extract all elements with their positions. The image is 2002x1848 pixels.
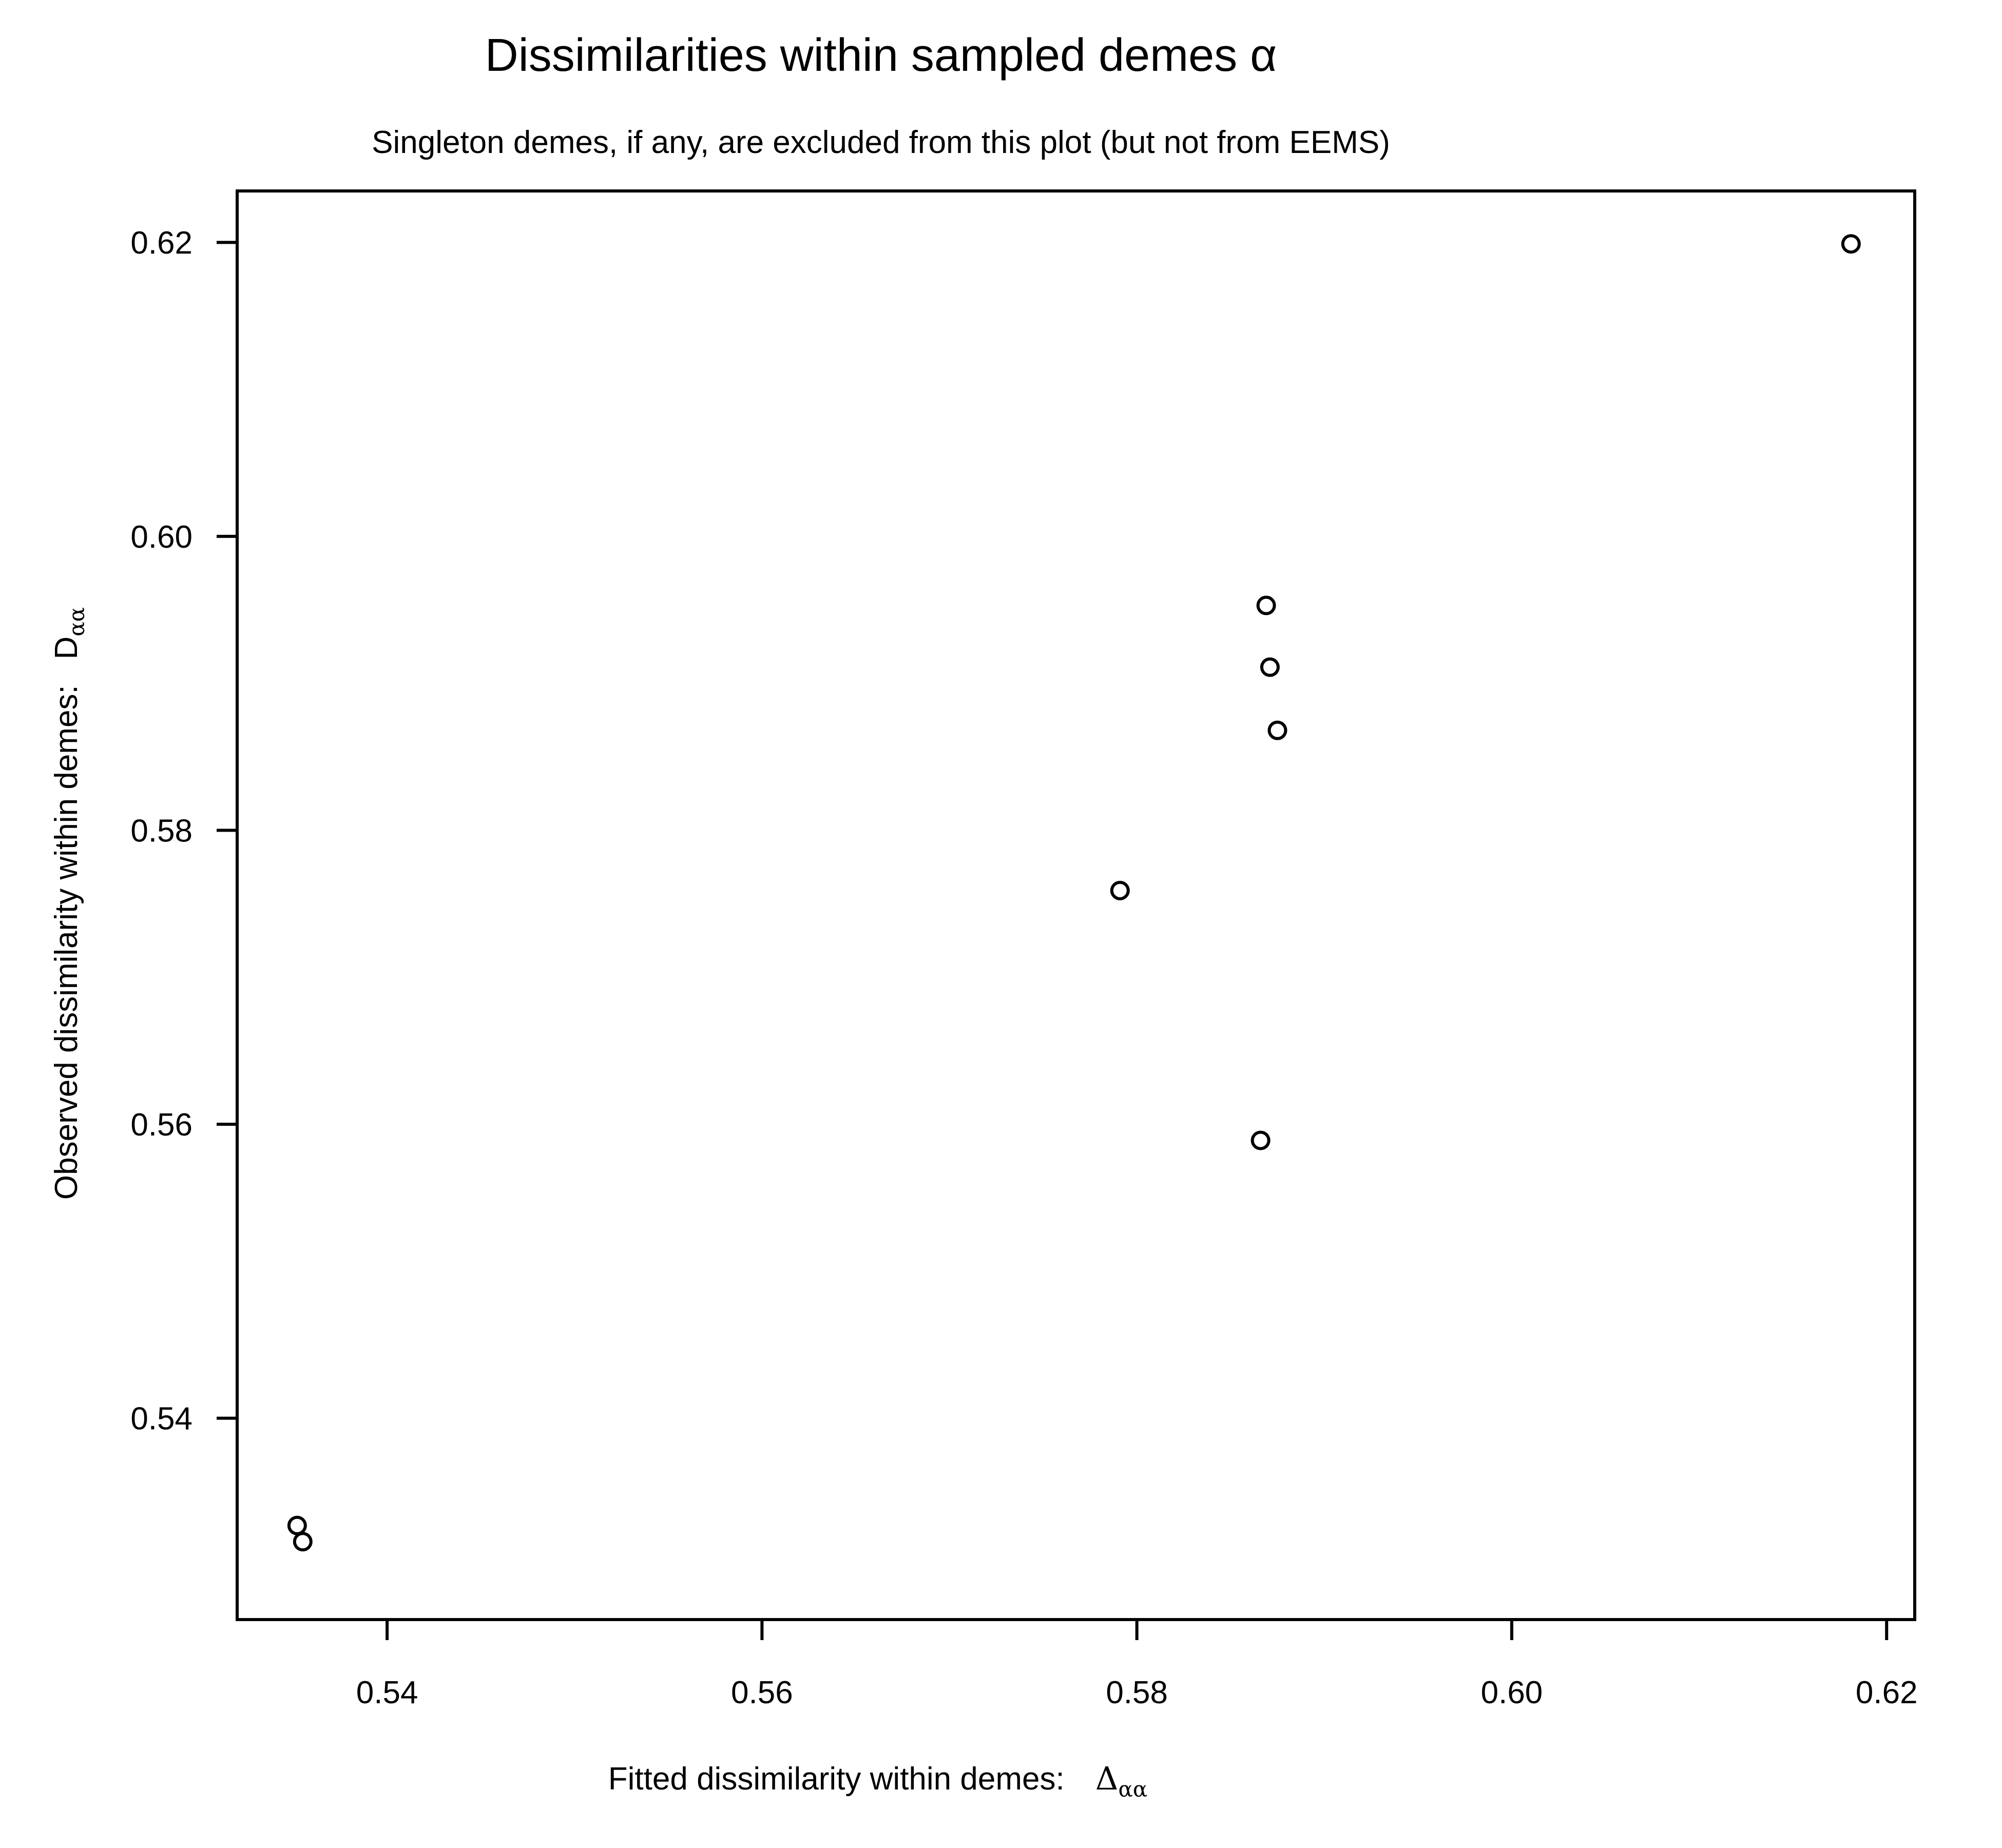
x-tick-label: 0.62 bbox=[1856, 1675, 1918, 1710]
y-tick-label: 0.54 bbox=[130, 1401, 192, 1437]
x-axis-label-subscript: αα bbox=[1118, 1777, 1147, 1802]
data-point bbox=[1256, 595, 1276, 615]
data-point bbox=[1841, 234, 1861, 254]
chart-title: Dissimilarities within sampled demes α bbox=[485, 30, 1277, 81]
chart-subtitle: Singleton demes, if any, are excluded fr… bbox=[372, 125, 1390, 160]
x-axis-label-text: Fitted dissimilarity within demes: bbox=[608, 1761, 1065, 1797]
x-tick-label: 0.60 bbox=[1481, 1675, 1543, 1710]
x-axis-label: Fitted dissimilarity within demes: Δαα bbox=[608, 1760, 1147, 1802]
y-tick-label: 0.56 bbox=[130, 1107, 192, 1143]
y-axis-label: Observed dissimilarity within demes: Dαα bbox=[49, 607, 89, 1200]
data-point bbox=[1110, 880, 1130, 900]
y-axis: 0.54 0.56 0.58 0.60 0.62 bbox=[130, 225, 239, 1437]
x-tick-label: 0.54 bbox=[356, 1675, 418, 1710]
y-axis-label-text: Observed dissimilarity within demes: bbox=[49, 685, 84, 1200]
data-points bbox=[287, 234, 1861, 1552]
x-tick-label: 0.56 bbox=[731, 1675, 793, 1710]
plot-frame bbox=[236, 189, 1916, 1621]
y-tick-label: 0.62 bbox=[130, 225, 192, 261]
data-point bbox=[1267, 720, 1287, 740]
x-tick-label: 0.58 bbox=[1106, 1675, 1168, 1710]
y-tick-label: 0.60 bbox=[130, 519, 192, 555]
x-axis-label-symbol: Δ bbox=[1095, 1760, 1119, 1797]
data-point bbox=[1260, 657, 1280, 677]
data-point bbox=[293, 1532, 313, 1552]
data-point bbox=[1250, 1130, 1270, 1150]
x-axis: 0.54 0.56 0.58 0.60 0.62 bbox=[356, 1618, 1918, 1710]
y-tick-label: 0.58 bbox=[130, 813, 192, 849]
y-axis-label-subscript: αα bbox=[64, 607, 89, 637]
data-point bbox=[287, 1515, 307, 1535]
y-axis-label-symbol: D bbox=[49, 637, 84, 660]
